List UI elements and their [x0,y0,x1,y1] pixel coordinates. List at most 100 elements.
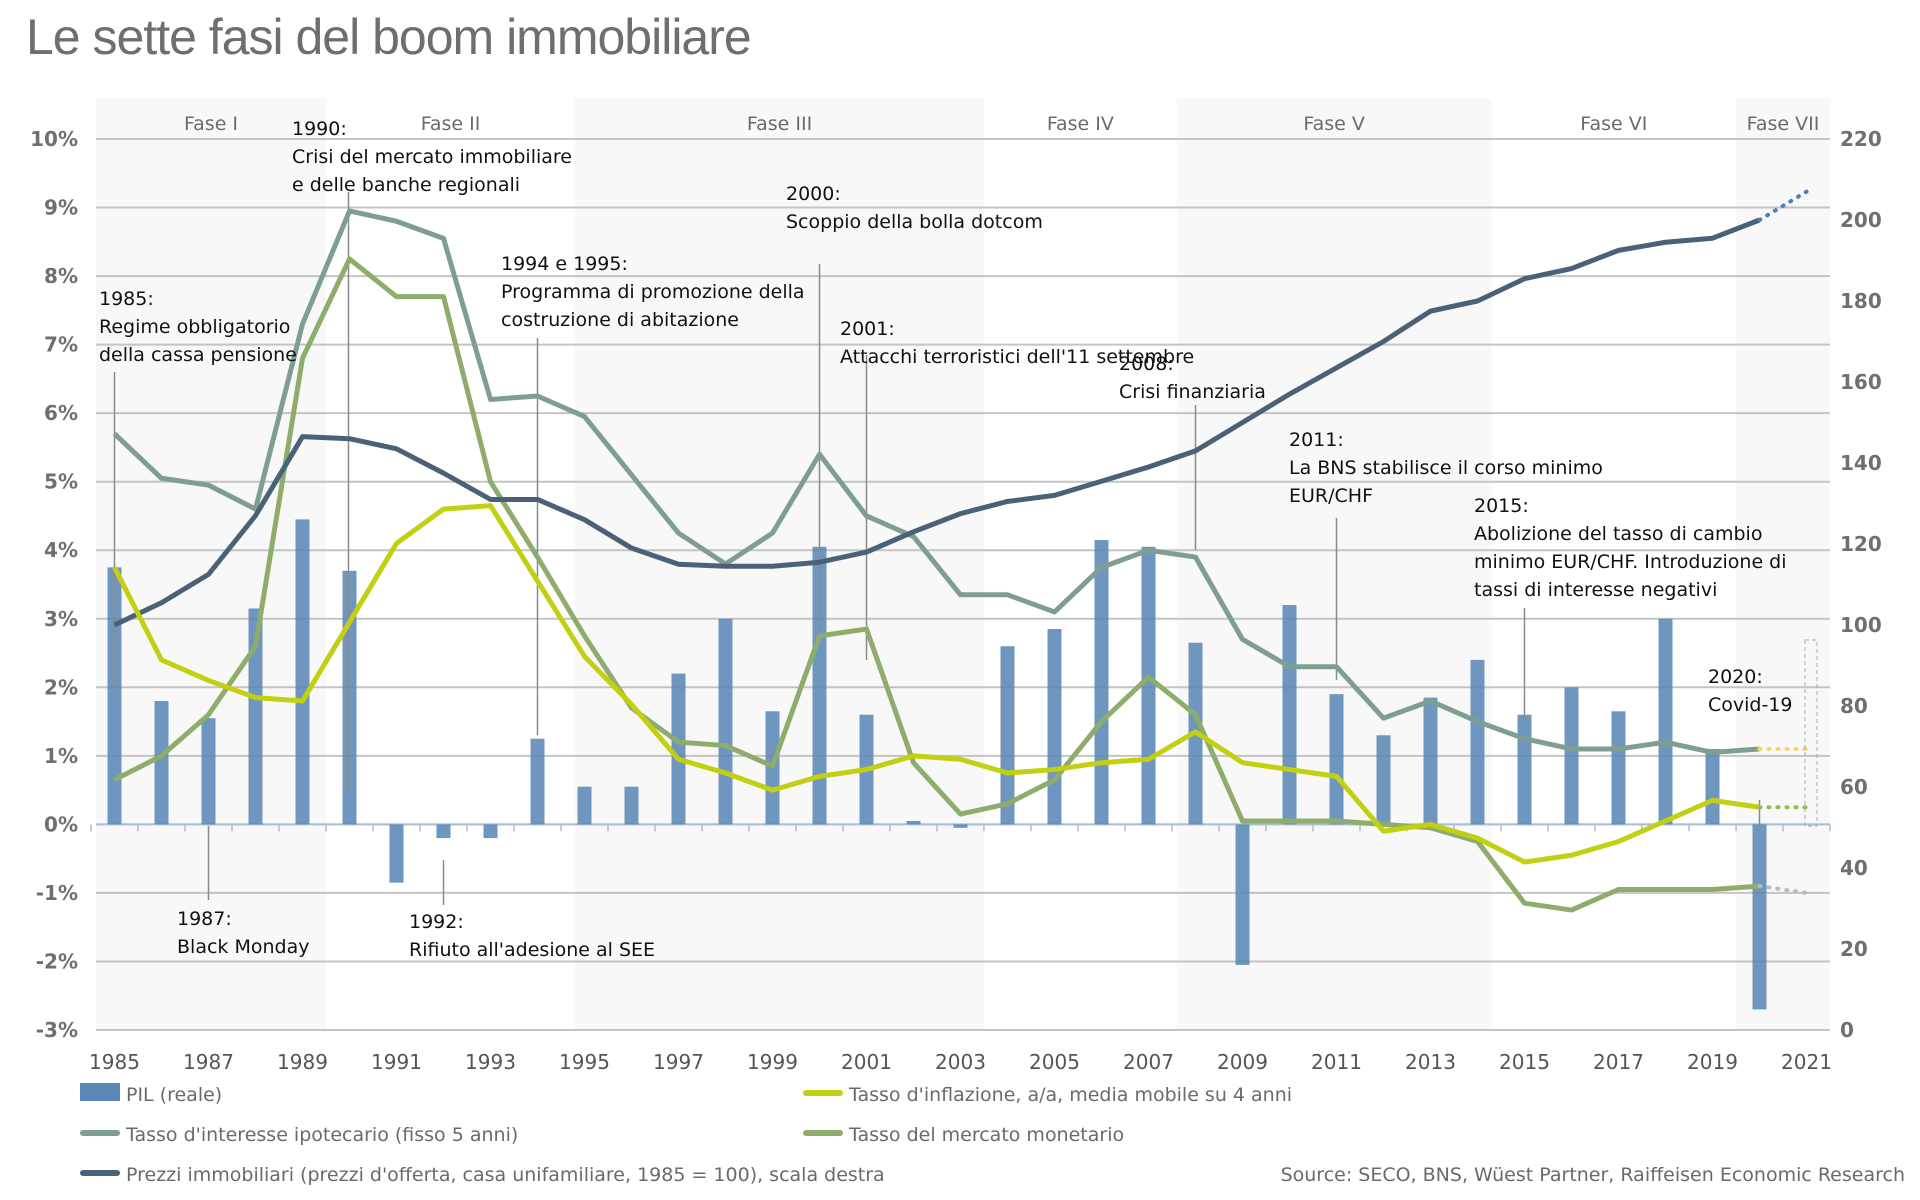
annotation-text: 2000: [786,183,841,205]
gdp-bar [342,570,357,825]
source-note: Source: SECO, BNS, Wüest Partner, Raiffe… [1281,1164,1905,1186]
legend-swatch [80,1130,120,1136]
gdp-bar [1282,605,1297,825]
left-axis-tick: 8% [44,264,78,288]
left-axis-tick: 7% [44,333,78,357]
annotation-text: minimo EUR/CHF. Introduzione di [1474,551,1787,573]
left-axis-tick: -3% [36,1018,78,1042]
left-axis-tick: 10% [30,127,78,151]
gdp-bar [248,608,263,825]
annotation-text: e delle banche regionali [292,174,520,196]
right-axis-tick: 40 [1840,856,1868,880]
x-axis-tick: 1995 [559,1050,610,1074]
gdp-bar [1329,694,1344,825]
annotation-text: Black Monday [177,936,309,958]
x-axis-tick: 1997 [653,1050,704,1074]
series-line [113,217,1761,628]
annotation-text: costruzione di abitazione [501,309,739,331]
legend-swatch [80,1170,120,1176]
gdp-bar [389,824,404,883]
annotation-text: Crisi finanziaria [1119,381,1266,403]
annotation-text: 1987: [177,908,232,930]
annotation-text: Attacchi terroristici dell'11 settembre [840,346,1194,368]
left-axis-tick: 5% [44,470,78,494]
gdp-bar [906,820,921,825]
left-axis-tick: -1% [36,881,78,905]
x-axis-tick: 1985 [89,1050,140,1074]
annotation-text: Scoppio della bolla dotcom [786,211,1043,233]
x-axis-tick: 2013 [1405,1050,1456,1074]
forecast-box [1804,639,1818,827]
gdp-bar [671,673,686,825]
gdp-bar [1470,659,1485,825]
left-axis-tick: 4% [44,538,78,562]
gdp-bar [624,786,639,825]
gdp-bar [1423,697,1438,825]
legend-swatch [80,1083,120,1101]
legend-label: Tasso d'interesse ipotecario (fisso 5 an… [125,1124,518,1146]
annotation-text: 2001: [840,318,895,340]
right-axis-tick: 140 [1840,451,1882,475]
gdp-bar [1564,687,1579,825]
left-axis-tick: 3% [44,607,78,631]
annotation-text: 1990: [292,118,347,140]
gdp-bar [1376,735,1391,825]
legend-swatch [803,1130,843,1136]
right-axis-tick: 0 [1840,1018,1854,1042]
phase-label: Fase I [184,113,238,135]
phase-label: Fase II [421,113,481,135]
gdp-bar [1235,824,1250,965]
x-axis-tick: 2005 [1029,1050,1080,1074]
gdp-bar [1141,546,1156,825]
right-axis-tick: 20 [1840,937,1868,961]
gdp-bar [1517,714,1532,825]
right-axis-tick: 60 [1840,775,1868,799]
annotation-text: Rifiuto all'adesione al SEE [409,939,655,961]
gdp-bar [530,738,545,825]
phase-band [1736,98,1830,1030]
series-line [113,256,1760,913]
x-axis-tick: 2021 [1781,1050,1832,1074]
left-axis-tick: 6% [44,401,78,425]
gdp-bar [1094,539,1109,825]
gdp-bar [436,824,451,839]
gdp-bar [1000,646,1015,825]
phase-band [96,98,326,1030]
phase-label: Fase VI [1580,113,1647,135]
x-axis-tick: 2019 [1687,1050,1738,1074]
left-axis-tick: 0% [44,812,78,836]
gdp-bar [953,824,968,828]
right-axis-tick: 80 [1840,694,1868,718]
gdp-bar [1658,618,1673,825]
legend-label: Tasso del mercato monetario [848,1124,1124,1146]
gdp-bar [812,546,827,825]
gdp-bar [718,618,733,825]
x-axis-tick: 2015 [1499,1050,1550,1074]
x-axis-tick: 1999 [747,1050,798,1074]
gdp-bar [107,567,122,825]
left-axis-tick: 1% [44,744,78,768]
right-axis-tick: 220 [1840,127,1882,151]
right-axis-tick: 120 [1840,532,1882,556]
left-axis-tick: -2% [36,949,78,973]
legend-label: Prezzi immobiliari (prezzi d'offerta, ca… [126,1164,885,1186]
gdp-bar [483,824,498,839]
annotation-text: 1994 e 1995: [501,253,628,275]
annotation-text: 2011: [1289,429,1344,451]
phase-label: Fase III [747,113,812,135]
x-axis-tick: 1991 [371,1050,422,1074]
annotation-text: Abolizione del tasso di cambio [1474,523,1762,545]
annotation-text: EUR/CHF [1289,485,1373,507]
legend-label: Tasso d'inflazione, a/a, media mobile su… [848,1084,1292,1106]
left-axis-tick: 9% [44,196,78,220]
x-axis-tick: 2001 [841,1050,892,1074]
phase-label: Fase IV [1047,113,1114,135]
x-axis-tick: 2011 [1311,1050,1362,1074]
x-axis-tick: 2007 [1123,1050,1174,1074]
right-axis-tick: 100 [1840,613,1882,637]
x-axis-tick: 2003 [935,1050,986,1074]
gdp-bar [1611,711,1626,825]
annotation-text: della cassa pensione [99,344,297,366]
gdp-bar [577,786,592,825]
